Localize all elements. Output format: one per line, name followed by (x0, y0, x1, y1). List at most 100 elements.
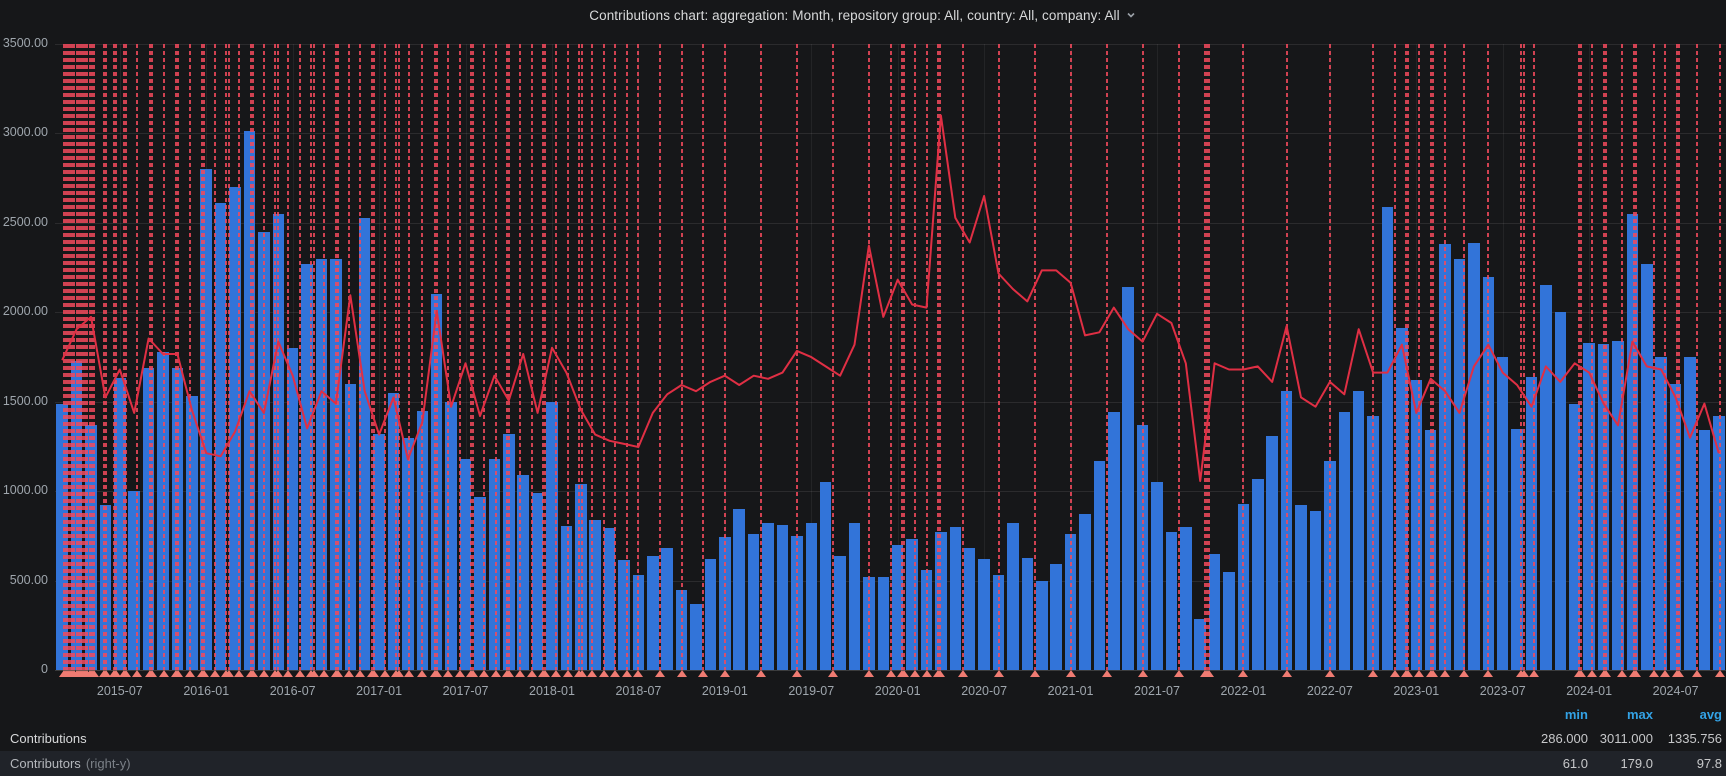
annotation-marker[interactable] (147, 670, 158, 677)
annotation-marker[interactable] (1630, 670, 1641, 677)
annotation-marker[interactable] (443, 670, 454, 677)
annotation-marker[interactable] (1715, 670, 1726, 677)
annotation-marker[interactable] (223, 670, 234, 677)
annotation-marker[interactable] (294, 670, 305, 677)
annotation-marker[interactable] (921, 670, 932, 677)
annotation-marker[interactable] (576, 670, 587, 677)
annotation-marker[interactable] (540, 670, 551, 677)
annotation-marker[interactable] (258, 670, 269, 677)
legend-sort-min[interactable]: min (1564, 706, 1588, 722)
annotation-marker[interactable] (1137, 670, 1148, 677)
annotation-marker[interactable] (562, 670, 573, 677)
annotation-marker[interactable] (379, 670, 390, 677)
annotation-marker[interactable] (1518, 670, 1529, 677)
annotation-marker[interactable] (432, 670, 443, 677)
annotation-marker[interactable] (1389, 670, 1400, 677)
annotation-marker[interactable] (199, 670, 210, 677)
annotation-marker[interactable] (633, 670, 644, 677)
annotation-marker[interactable] (885, 670, 896, 677)
annotation-marker[interactable] (827, 670, 838, 677)
annotation-marker[interactable] (1203, 670, 1214, 677)
annotation-marker[interactable] (676, 670, 687, 677)
annotation-marker[interactable] (1368, 670, 1379, 677)
annotation-marker[interactable] (319, 670, 330, 677)
annotation-marker[interactable] (719, 670, 730, 677)
bar (661, 548, 673, 670)
annotation-marker[interactable] (101, 670, 112, 677)
annotation-marker[interactable] (1576, 670, 1587, 677)
legend-series-toggle-contributors[interactable]: Contributors (right-y) (10, 756, 131, 771)
annotation-marker[interactable] (1238, 670, 1249, 677)
annotation-marker[interactable] (551, 670, 562, 677)
annotation-marker[interactable] (283, 670, 294, 677)
annotation-marker[interactable] (248, 670, 259, 677)
annotation-marker[interactable] (1529, 670, 1540, 677)
annotation-marker[interactable] (185, 670, 196, 677)
annotation-marker[interactable] (993, 670, 1004, 677)
annotation-marker[interactable] (935, 670, 946, 677)
annotation-marker[interactable] (393, 670, 404, 677)
annotation-marker[interactable] (1440, 670, 1451, 677)
panel-header[interactable]: Contributions chart: aggregation: Month,… (0, 0, 1726, 30)
annotation-marker[interactable] (515, 670, 526, 677)
annotation-marker[interactable] (1483, 670, 1494, 677)
annotation-marker[interactable] (1173, 670, 1184, 677)
annotation-marker[interactable] (1414, 670, 1425, 677)
annotation-marker[interactable] (355, 670, 366, 677)
legend-series-toggle-contributions[interactable]: Contributions (10, 731, 87, 746)
annotation-marker[interactable] (1674, 670, 1685, 677)
annotation-marker[interactable] (479, 670, 490, 677)
annotation-marker[interactable] (272, 670, 283, 677)
annotation-marker[interactable] (1324, 670, 1335, 677)
annotation-marker[interactable] (610, 670, 621, 677)
annotation-marker[interactable] (468, 670, 479, 677)
annotation-marker[interactable] (1587, 670, 1598, 677)
annotation-marker[interactable] (454, 670, 465, 677)
annotation-marker[interactable] (504, 670, 515, 677)
annotation-marker[interactable] (121, 670, 132, 677)
annotation-line (1462, 44, 1465, 670)
annotation-marker[interactable] (1281, 670, 1292, 677)
annotation-marker[interactable] (526, 670, 537, 677)
annotation-marker[interactable] (587, 670, 598, 677)
annotation-marker[interactable] (209, 670, 220, 677)
annotation-marker[interactable] (111, 670, 122, 677)
annotation-marker[interactable] (621, 670, 632, 677)
annotation-marker[interactable] (1427, 670, 1438, 677)
annotation-marker[interactable] (308, 670, 319, 677)
annotation-marker[interactable] (173, 670, 184, 677)
annotation-marker[interactable] (598, 670, 609, 677)
annotation-marker[interactable] (1403, 670, 1414, 677)
annotation-marker[interactable] (1648, 670, 1659, 677)
annotation-marker[interactable] (1660, 670, 1671, 677)
annotation-marker[interactable] (755, 670, 766, 677)
annotation-marker[interactable] (1101, 670, 1112, 677)
annotation-marker[interactable] (1458, 670, 1469, 677)
annotation-marker[interactable] (369, 670, 380, 677)
legend-sort-max[interactable]: max (1626, 706, 1653, 722)
annotation-marker[interactable] (1600, 670, 1611, 677)
legend-sort-avg[interactable]: avg (1699, 706, 1722, 722)
annotation-marker[interactable] (791, 670, 802, 677)
annotation-marker[interactable] (899, 670, 910, 677)
annotation-marker[interactable] (159, 670, 170, 677)
annotation-marker[interactable] (957, 670, 968, 677)
annotation-marker[interactable] (490, 670, 501, 677)
annotation-marker[interactable] (234, 670, 245, 677)
annotation-marker[interactable] (132, 670, 143, 677)
annotation-marker[interactable] (417, 670, 428, 677)
panel-title: Contributions chart: aggregation: Month,… (589, 7, 1120, 23)
annotation-marker[interactable] (333, 670, 344, 677)
annotation-marker[interactable] (88, 670, 99, 677)
annotation-marker[interactable] (1617, 670, 1628, 677)
annotation-marker[interactable] (343, 670, 354, 677)
annotation-marker[interactable] (404, 670, 415, 677)
annotation-marker[interactable] (1029, 670, 1040, 677)
legend-avg-value: 1335.756 (1667, 731, 1722, 746)
annotation-marker[interactable] (1065, 670, 1076, 677)
annotation-marker[interactable] (863, 670, 874, 677)
annotation-marker[interactable] (1692, 670, 1703, 677)
annotation-marker[interactable] (909, 670, 920, 677)
annotation-marker[interactable] (655, 670, 666, 677)
annotation-marker[interactable] (698, 670, 709, 677)
